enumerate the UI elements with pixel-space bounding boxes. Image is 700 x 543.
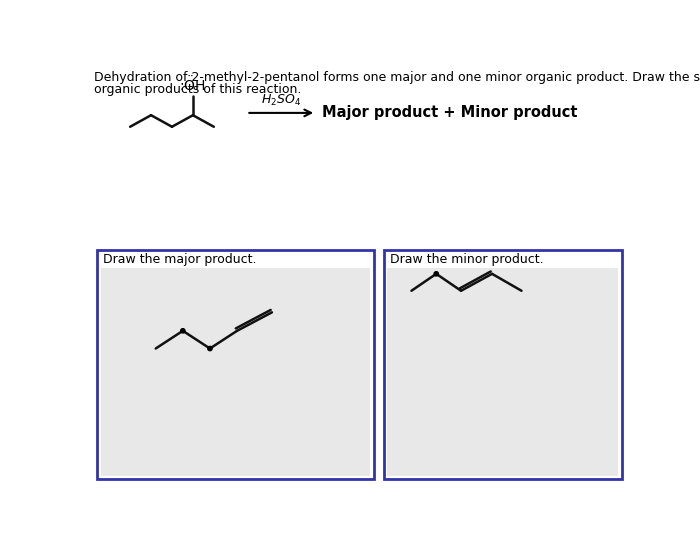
Text: Draw the minor product.: Draw the minor product. [390,253,543,266]
Circle shape [208,346,212,351]
Text: $H_2SO_4$: $H_2SO_4$ [261,93,301,108]
Bar [384,250,622,479]
Bar [97,250,375,479]
Circle shape [434,272,438,276]
Bar [387,268,618,476]
Text: :$\ddot{\rm O}$H: :$\ddot{\rm O}$H [179,75,206,93]
Text: organic products of this reaction.: organic products of this reaction. [94,83,301,96]
Text: Major product + Minor product: Major product + Minor product [322,105,578,119]
Text: Draw the major product.: Draw the major product. [103,253,256,266]
Bar [101,268,370,476]
Text: Dehydration of 2-methyl-2-pentanol forms one major and one minor organic product: Dehydration of 2-methyl-2-pentanol forms… [94,71,700,84]
Circle shape [181,329,185,333]
